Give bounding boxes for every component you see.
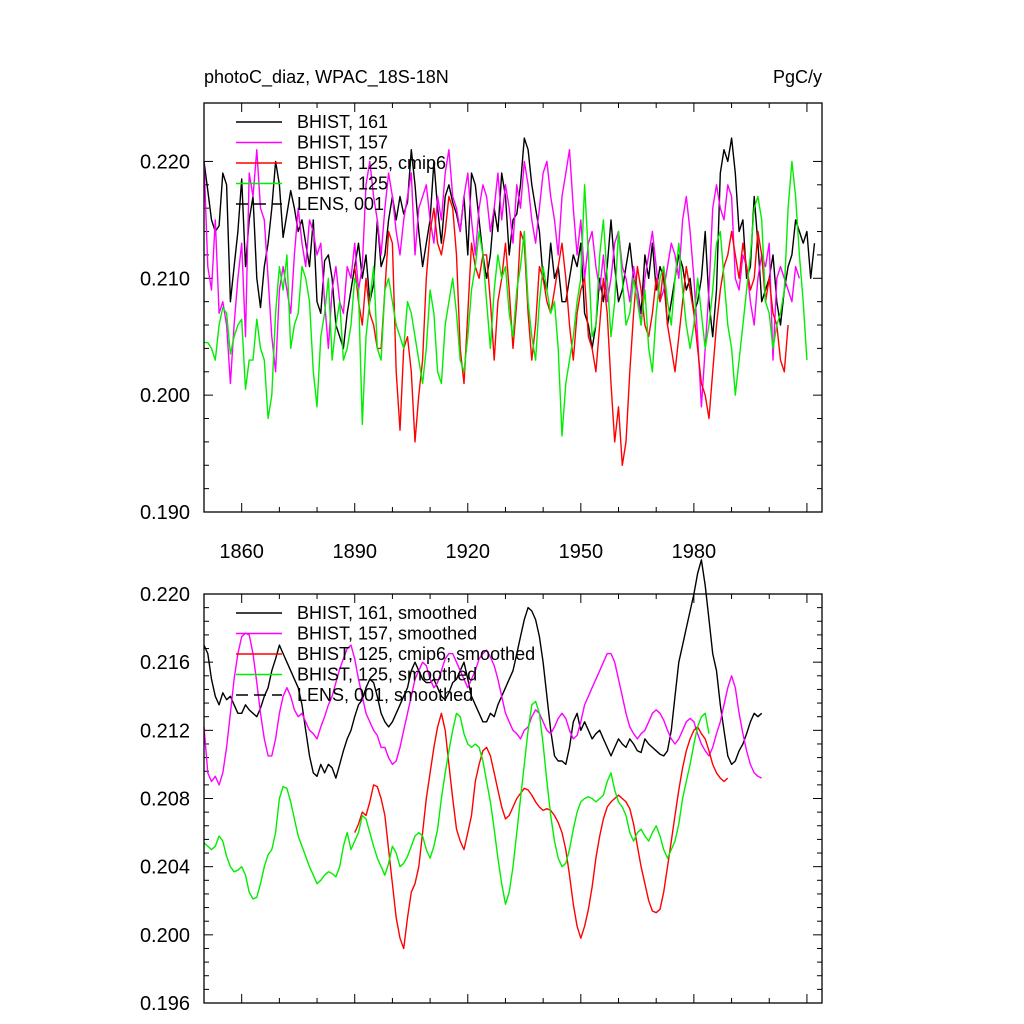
series-line-0 [203, 559, 763, 779]
legend-label-4: LENS, 001, smoothed [297, 685, 473, 705]
legend-label-2: BHIST, 125, cmip6, smoothed [297, 644, 535, 664]
legend-label-1: BHIST, 157 [297, 133, 388, 153]
x-tick-label: 1890 [332, 541, 377, 563]
series-line-2 [354, 195, 789, 466]
legend-label-2: BHIST, 125, cmip6 [297, 153, 446, 173]
legend-label-1: BHIST, 157, smoothed [297, 624, 477, 644]
legend-label-4: LENS, 001 [297, 194, 384, 214]
bottom-chart-plot-area [203, 559, 763, 950]
bottom-chart-ticks: 0.196 0.200 0.204 0.208 0.212 0.216 0.220 [140, 584, 822, 1015]
series-line-1 [203, 148, 801, 408]
series-line-3 [204, 160, 808, 437]
legend-label-3: BHIST, 125, smoothed [297, 665, 477, 685]
x-tick-label: 1980 [672, 541, 717, 563]
top-chart-title: photoC_diaz, WPAC_18S-18N [204, 67, 449, 88]
top-chart-units: PgC/y [773, 67, 822, 87]
y-tick-label: 0.216 [140, 652, 190, 674]
y-tick-label: 0.210 [140, 268, 190, 290]
top-chart-ticks: 0.190 0.200 0.210 0.220 1860 1890 1920 1950 1980 [140, 103, 822, 563]
bottom-chart: 0.196 0.200 0.204 0.208 0.212 0.216 0.220 BHIS… [140, 559, 823, 1015]
top-chart-plot-area [203, 137, 816, 466]
legend-label-0: BHIST, 161 [297, 112, 388, 132]
series-line-3 [203, 700, 710, 905]
bottom-chart-frame [203, 593, 823, 1004]
series-line-2 [354, 712, 729, 950]
y-tick-label: 0.200 [140, 925, 190, 947]
y-tick-label: 0.196 [140, 993, 190, 1015]
y-tick-label: 0.208 [140, 789, 190, 811]
x-tick-label: 1860 [219, 541, 264, 563]
y-tick-label: 0.220 [140, 584, 190, 606]
y-tick-label: 0.220 [140, 151, 190, 173]
series-line-0 [203, 137, 816, 350]
y-tick-label: 0.200 [140, 385, 190, 407]
legend-label-0: BHIST, 161, smoothed [297, 603, 477, 623]
y-tick-label: 0.204 [140, 857, 190, 879]
x-tick-label: 1950 [559, 541, 604, 563]
y-tick-label: 0.190 [140, 502, 190, 524]
top-chart-frame [203, 102, 823, 513]
x-tick-label: 1920 [446, 541, 491, 563]
y-tick-label: 0.212 [140, 720, 190, 742]
legend-label-3: BHIST, 125 [297, 174, 388, 194]
top-chart: photoC_diaz, WPAC_18S-18N PgC/y 0.190 0.2… [140, 67, 823, 563]
series-line-1 [203, 632, 762, 786]
